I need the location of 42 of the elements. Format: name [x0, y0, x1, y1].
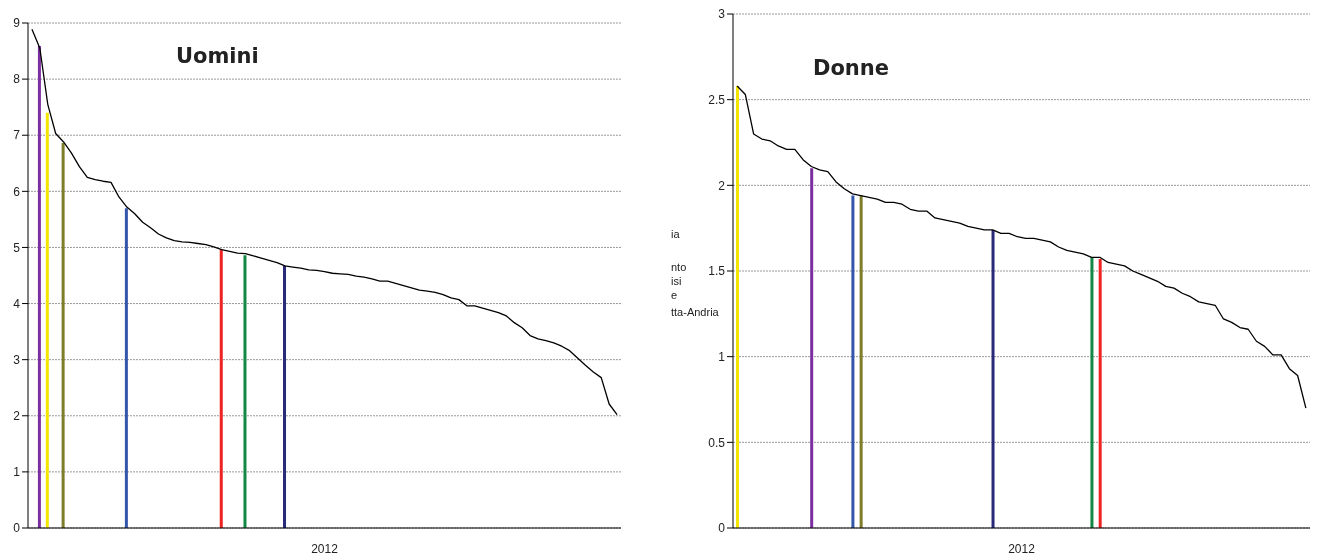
y-tick-label: 3 [13, 352, 21, 367]
bar [859, 195, 863, 528]
text: isi [671, 275, 682, 287]
y-tick-label: 1 [718, 349, 726, 364]
y-tick-label: 7 [13, 128, 21, 143]
text: Donne [813, 56, 890, 80]
bar [243, 255, 247, 528]
text: tta-Andria [671, 306, 719, 318]
y-tick-label: 3 [718, 7, 726, 22]
line-series [31, 28, 618, 416]
bar [124, 208, 128, 528]
bar [1098, 259, 1102, 528]
text: Uomini [176, 44, 259, 68]
bar [283, 265, 287, 528]
text: nto [671, 261, 687, 273]
bar [851, 195, 855, 528]
bar [991, 229, 995, 528]
y-tick-label: 2 [13, 409, 21, 424]
bar [810, 168, 814, 528]
y-tick-label: 0 [718, 521, 726, 536]
x-axis-title: 2012 [1008, 542, 1036, 556]
y-tick-label: 1.5 [708, 264, 726, 279]
bar [45, 112, 49, 528]
bar [61, 143, 65, 528]
bar [736, 85, 739, 528]
y-tick-label: 4 [13, 296, 21, 311]
line-series [736, 85, 1307, 409]
text: e [671, 289, 678, 301]
y-tick-label: 8 [13, 72, 21, 87]
y-tick-label: 6 [13, 184, 21, 199]
y-tick-label: 2.5 [708, 92, 726, 107]
text: ia [671, 228, 680, 240]
bar [37, 46, 41, 528]
bar [1090, 257, 1094, 528]
y-tick-label: 9 [13, 16, 21, 31]
x-axis-title: 2012 [311, 542, 339, 556]
y-tick-label: 0.5 [708, 435, 726, 450]
y-tick-label: 0 [13, 521, 21, 536]
bar [219, 249, 223, 528]
y-tick-label: 2 [718, 178, 726, 193]
y-tick-label: 1 [13, 465, 21, 480]
y-tick-label: 5 [13, 240, 21, 255]
